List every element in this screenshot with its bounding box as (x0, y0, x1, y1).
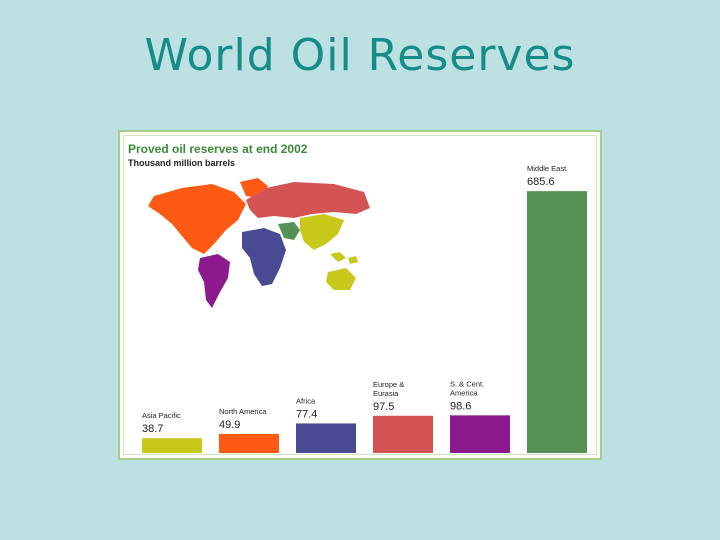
category-label-0: Asia Pacific (142, 411, 181, 420)
chart-title: Proved oil reserves at end 2002 (128, 142, 308, 156)
chart-subtitle: Thousand million barrels (128, 158, 236, 168)
category-label-3-line-0: Europe & (373, 380, 404, 389)
australia-region (326, 268, 356, 290)
value-label-1: 49.9 (219, 419, 240, 431)
asia-pacific-region (300, 214, 344, 250)
chart-figure: Proved oil reserves at end 2002 Thousand… (118, 130, 602, 460)
category-label-2: Africa (296, 396, 316, 405)
value-label-2: 77.4 (296, 408, 317, 420)
bar-5 (527, 191, 587, 453)
islands-region (330, 252, 358, 264)
value-label-5: 685.6 (527, 176, 555, 188)
africa-region (242, 228, 286, 286)
value-label-0: 38.7 (142, 423, 163, 435)
europe-eurasia-region (246, 182, 370, 218)
category-label-4-line-0: S. & Cent. (450, 379, 484, 388)
value-label-3: 97.5 (373, 401, 394, 413)
figure-border (123, 135, 597, 455)
bar-3 (373, 415, 433, 453)
bar-4 (450, 415, 510, 453)
bar-2 (296, 423, 356, 453)
south-america-region (198, 254, 230, 308)
world-map-image (148, 178, 370, 308)
bar-1 (219, 433, 279, 453)
category-label-1: North America (219, 407, 267, 416)
category-label-4-line-1: America (450, 388, 478, 397)
bar-0 (142, 438, 202, 453)
category-label-5: Middle East (527, 164, 567, 173)
slide-title: World Oil Reserves (144, 30, 576, 81)
north-america-region (148, 184, 246, 254)
middle-east-region (278, 222, 300, 240)
value-label-4: 98.6 (450, 400, 471, 412)
bar-chart: 38.7 Asia Pacific 49.9 North America 77.4 Afr… (142, 164, 587, 453)
category-label-3-line-1: Eurasia (373, 389, 399, 398)
